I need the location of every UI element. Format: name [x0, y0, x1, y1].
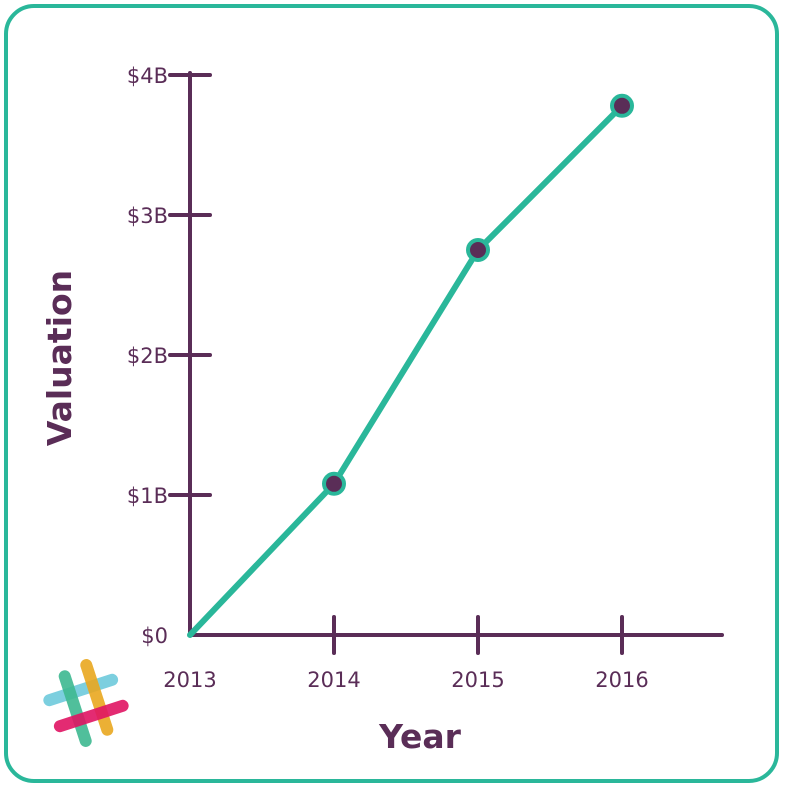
y-tick-label: $3B [127, 204, 168, 228]
x-tick-label: 2014 [307, 668, 360, 692]
logo-bar [43, 673, 119, 707]
series-layer [187, 93, 634, 638]
x-tick-label: 2015 [451, 668, 504, 692]
data-point-marker [466, 238, 490, 262]
slack-hash-logo-icon [43, 659, 129, 747]
y-tick-label: $0 [141, 624, 168, 648]
x-tick-label: 2013 [163, 668, 216, 692]
axes [168, 71, 724, 655]
logo-bar [58, 670, 92, 747]
logo-bar [53, 699, 129, 733]
logo-bar [80, 659, 114, 736]
logo-group [43, 659, 129, 747]
labels-layer: $0 $1B $2B $3B $4B 2013 2014 2015 2016 [127, 64, 649, 692]
y-tick-label: $4B [127, 64, 168, 88]
y-tick-label: $2B [127, 344, 168, 368]
data-point-marker [322, 471, 346, 496]
data-point-marker [610, 93, 634, 118]
y-tick-label: $1B [127, 484, 168, 508]
x-tick-label: 2016 [595, 668, 648, 692]
x-axis-title: Year [378, 717, 462, 756]
y-axis-title: Valuation [40, 270, 79, 446]
series-line [187, 102, 625, 638]
